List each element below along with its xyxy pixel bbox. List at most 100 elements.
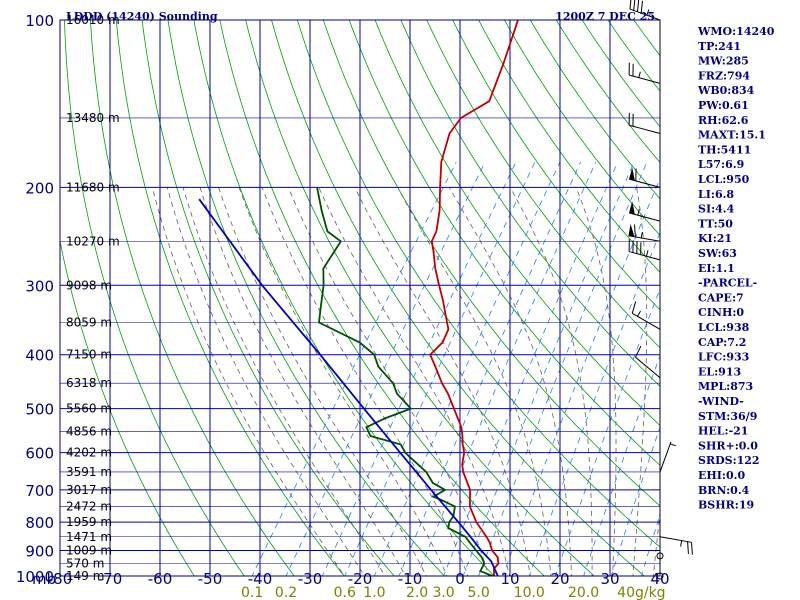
temperature-tick-label: -20	[348, 570, 373, 588]
dry-adiabat-line	[60, 239, 195, 576]
mixing-ratio-line	[416, 161, 597, 576]
index-value: WB0:834	[697, 84, 755, 97]
pressure-tick-label: 100	[25, 12, 54, 30]
mixing-ratio-line	[321, 161, 517, 576]
axis-unit-label: mb	[32, 570, 56, 588]
height-label: 3017 m	[66, 483, 112, 497]
wind-barb-half-flag	[637, 310, 641, 317]
mixing-ratio-line	[373, 161, 561, 576]
temperature-tick-label: 10	[500, 570, 519, 588]
temperature-tick-label: -10	[398, 570, 423, 588]
pressure-tick-label: 300	[25, 277, 54, 295]
moist-adiabat-line	[509, 187, 593, 576]
wind-barb-flag	[636, 0, 640, 12]
mixing-ratio-label: 40g/kg	[617, 585, 665, 600]
mixing-ratio-line	[554, 287, 660, 576]
wind-pennant	[629, 167, 635, 181]
wind-barb-flag	[635, 345, 642, 358]
temperature-tick-label: -30	[298, 570, 323, 588]
mixing-ratio-label: 20.0	[568, 585, 599, 600]
index-value: TP:241	[698, 40, 741, 53]
index-value: CINH:0	[698, 306, 744, 319]
height-label: 9098 m	[66, 278, 112, 292]
moist-adiabat-line	[318, 187, 510, 576]
index-value: SW:63	[698, 247, 737, 260]
mixing-ratio-label: 1.0	[363, 585, 385, 600]
wind-barb	[659, 441, 672, 473]
index-value: BSHR:19	[698, 499, 754, 512]
wind-barb-flag	[633, 0, 636, 11]
moist-adiabat-line	[182, 187, 386, 576]
index-value: FRZ:794	[698, 69, 750, 82]
dry-adiabat-line	[753, 8, 800, 588]
mixing-ratio-label: 0.6	[334, 585, 356, 600]
mixing-ratio-line	[443, 161, 619, 576]
moist-adiabat-line	[261, 187, 469, 576]
index-value: L57:6.9	[698, 158, 744, 171]
height-label: 570 m	[66, 557, 104, 571]
dry-adiabat-line	[296, 20, 660, 548]
dry-adiabat-line	[89, 20, 295, 576]
wind-barb-half-flag	[640, 231, 643, 239]
moist-adiabat-line	[652, 508, 660, 576]
index-value: -PARCEL-	[698, 277, 757, 290]
mixing-ratio-label: 5.0	[467, 585, 489, 600]
index-value: MPL:873	[698, 380, 753, 393]
index-value: EHI:0.0	[698, 469, 745, 482]
wind-barb	[632, 312, 661, 330]
wind-barb-half-flag	[680, 540, 683, 547]
temperature-tick-label: -70	[98, 570, 123, 588]
mixing-ratio-line	[344, 161, 536, 576]
moist-adiabat-line	[397, 187, 552, 576]
dry-adiabat-line	[529, 20, 660, 200]
wind-barb-flag	[631, 301, 637, 314]
mixing-ratio-line	[583, 354, 660, 576]
mixing-ratio-line	[640, 513, 660, 576]
pressure-tick-label: 600	[25, 445, 54, 463]
height-label: 2472 m	[66, 500, 112, 514]
height-label: 11680 m	[66, 180, 120, 194]
height-label: 1471 m	[66, 530, 112, 544]
index-value: LI:6.8	[698, 188, 734, 201]
pressure-tick-label: 900	[25, 543, 54, 561]
wind-barb-half-flag	[637, 209, 640, 216]
temperature-tick-label: 20	[550, 570, 569, 588]
wind-barb	[629, 8, 661, 21]
dry-adiabat-line	[64, 20, 245, 576]
wind-barb	[659, 536, 692, 543]
moist-adiabat-line	[238, 187, 448, 576]
index-value: LCL:950	[698, 173, 750, 186]
wind-barb-half-flag	[670, 443, 677, 447]
index-value: LCL:938	[698, 321, 750, 334]
height-label: 3591 m	[66, 465, 112, 479]
index-value: STM:36/9	[698, 410, 757, 423]
index-value: MW:285	[698, 55, 749, 68]
mixing-ratio-line	[610, 425, 660, 576]
index-value: CAPE:7	[698, 291, 744, 304]
wind-barb-half-flag	[646, 9, 650, 16]
index-value: BRN:0.4	[698, 484, 750, 497]
temperature-tick-label: -80	[48, 570, 73, 588]
height-label: 10270 m	[66, 234, 120, 248]
height-label: 13480 m	[66, 111, 120, 125]
parcel-curve	[198, 198, 499, 576]
wind-barb	[628, 74, 661, 84]
dry-adiabat-line	[219, 20, 545, 576]
index-value: LFC:933	[698, 351, 749, 364]
index-value: KI:21	[698, 232, 732, 245]
moist-adiabat-line	[287, 187, 490, 576]
mixing-ratio-line	[462, 161, 635, 576]
wind-barb	[628, 124, 661, 134]
mixing-ratio-line	[285, 161, 486, 576]
profile-curves	[198, 20, 519, 576]
dry-adiabat-line	[141, 20, 395, 576]
index-value: TH:5411	[698, 143, 751, 156]
index-value: HEL:-21	[698, 425, 748, 438]
height-label: 8059 m	[66, 316, 112, 330]
index-value: SHR+:0.0	[698, 439, 758, 452]
height-label: 6318 m	[66, 376, 112, 390]
moist-adiabat-line	[354, 187, 531, 576]
height-label: 7150 m	[66, 348, 112, 362]
